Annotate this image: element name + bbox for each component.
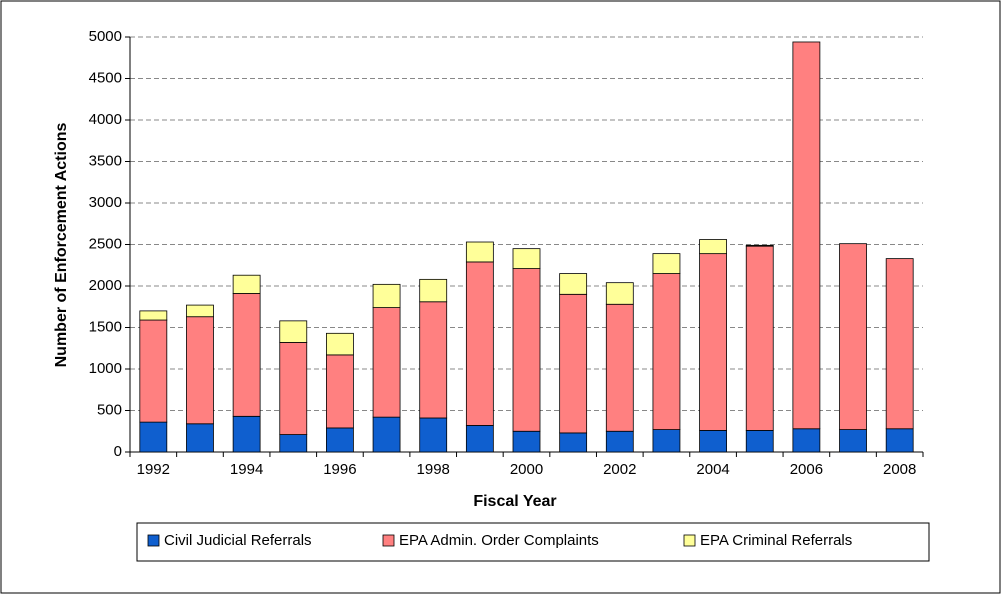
- bar-segment: [279, 320, 308, 343]
- bar-segment: [186, 423, 214, 453]
- bar-segment: [605, 430, 634, 453]
- bar-segment: [232, 274, 261, 294]
- bar-segment: [326, 354, 354, 429]
- legend-swatch: [382, 534, 395, 547]
- bar-segment: [232, 293, 261, 417]
- legend-swatch: [147, 534, 160, 547]
- bar-segment: [652, 253, 681, 274]
- y-tick-label: 2000: [89, 277, 122, 294]
- x-tick-label: 2008: [883, 461, 916, 478]
- x-tick-label: 1998: [417, 461, 450, 478]
- bar-segment: [465, 241, 494, 263]
- bar-segment: [559, 293, 588, 434]
- bar-segment: [792, 428, 821, 453]
- legend-box: [136, 522, 930, 562]
- legend-label: EPA Criminal Referrals: [700, 532, 852, 549]
- bar-segment: [279, 434, 308, 453]
- bar-segment: [699, 253, 727, 431]
- bar-segment: [839, 243, 867, 430]
- x-tick-label: 1994: [230, 461, 263, 478]
- bar-segment: [326, 332, 354, 356]
- bar-segment: [652, 429, 681, 453]
- bar-segment: [372, 416, 401, 453]
- y-tick-label: 0: [114, 443, 122, 460]
- y-tick-label: 3000: [89, 194, 122, 211]
- y-tick-label: 5000: [89, 28, 122, 45]
- legend-label: EPA Admin. Order Complaints: [399, 532, 599, 549]
- bar-segment: [745, 244, 774, 247]
- y-tick-label: 4000: [89, 111, 122, 128]
- bar-segment: [745, 245, 774, 431]
- bar-segment: [559, 273, 588, 295]
- bar-segment: [139, 319, 168, 423]
- bar-segment: [232, 415, 261, 453]
- y-tick-label: 500: [97, 401, 122, 418]
- y-tick-label: 4500: [89, 69, 122, 86]
- bar-segment: [372, 307, 401, 418]
- bar-segment: [512, 248, 541, 269]
- bar-segment: [512, 268, 541, 432]
- x-tick-label: 1996: [323, 461, 356, 478]
- bar-segment: [605, 282, 634, 305]
- bar-segment: [186, 316, 214, 425]
- x-tick-label: 2006: [790, 461, 823, 478]
- y-tick-label: 1500: [89, 318, 122, 335]
- bar-segment: [699, 239, 727, 255]
- bar-segment: [839, 429, 867, 453]
- bar-segment: [419, 301, 448, 419]
- bar-segment: [465, 425, 494, 453]
- bar-segment: [139, 310, 168, 321]
- bar-segment: [419, 417, 448, 453]
- bar-segment: [699, 430, 727, 453]
- bar-segment: [512, 430, 541, 453]
- bar-segment: [465, 261, 494, 426]
- x-tick-label: 1992: [137, 461, 170, 478]
- bar-segment: [652, 273, 681, 430]
- bar-segment: [605, 303, 634, 432]
- bar-segment: [279, 342, 308, 435]
- legend-swatch: [683, 534, 696, 547]
- bar-segment: [372, 283, 401, 308]
- bar-segment: [745, 430, 774, 453]
- y-axis-title: Number of Enforcement Actions: [53, 123, 70, 368]
- bar-segment: [885, 258, 914, 430]
- y-tick-label: 2500: [89, 235, 122, 252]
- y-tick-label: 3500: [89, 152, 122, 169]
- x-axis-title: Fiscal Year: [473, 493, 556, 510]
- legend-label: Civil Judicial Referrals: [164, 532, 312, 549]
- bar-segment: [186, 304, 214, 318]
- y-tick-label: 1000: [89, 360, 122, 377]
- x-tick-label: 2000: [510, 461, 543, 478]
- bar-segment: [792, 41, 821, 430]
- x-tick-label: 2004: [696, 461, 729, 478]
- bar-segment: [419, 278, 448, 303]
- bar-segment: [139, 421, 168, 453]
- bar-segment: [559, 432, 588, 453]
- bar-segment: [885, 428, 914, 453]
- bar-segment: [326, 427, 354, 453]
- x-tick-label: 2002: [603, 461, 636, 478]
